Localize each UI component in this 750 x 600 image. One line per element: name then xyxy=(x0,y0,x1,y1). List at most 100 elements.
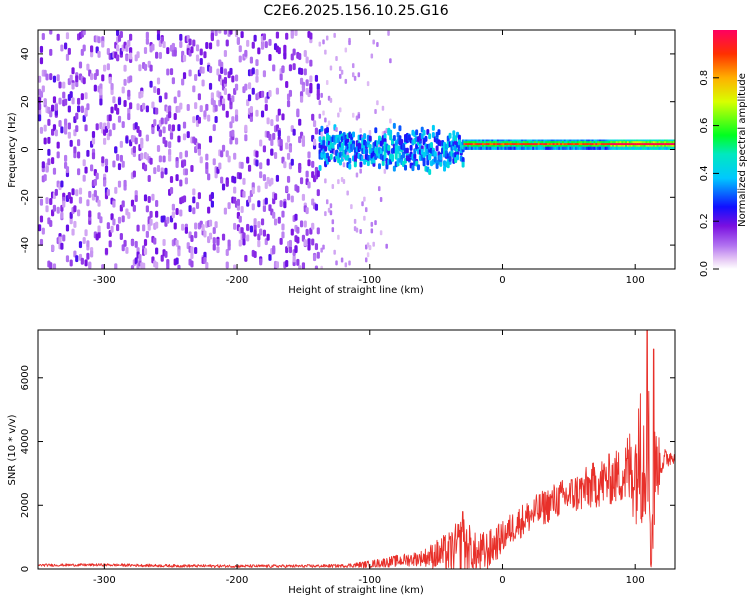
spectrogram-cell xyxy=(88,190,92,198)
spectrogram-cell xyxy=(78,196,83,204)
spectrogram-cell xyxy=(95,69,99,77)
spectrogram-cell xyxy=(71,188,75,196)
spectrogram-cell xyxy=(515,146,518,150)
spectrogram-cell xyxy=(138,253,142,261)
spectrogram-cell xyxy=(634,146,637,150)
spectrogram-cell xyxy=(285,246,289,254)
spectrogram-cell xyxy=(521,139,524,143)
spectrogram-cell xyxy=(498,141,501,145)
spectrogram-cell xyxy=(234,109,239,117)
spectrogram-cell xyxy=(82,174,86,182)
spectrogram-cell xyxy=(266,117,270,125)
spectrogram-cell xyxy=(309,75,313,83)
spectrogram-cell xyxy=(197,143,201,151)
spectrogram-cell xyxy=(636,141,639,145)
spectrogram-cell xyxy=(550,143,553,147)
spectrogram-cell xyxy=(561,143,565,147)
spectrogram-cell xyxy=(223,68,227,76)
spectrogram-cell xyxy=(283,161,287,169)
spectrogram-cell xyxy=(216,246,220,254)
spectrogram-cell xyxy=(474,146,477,150)
spectrogram-cell xyxy=(511,145,514,149)
spectrogram-cell xyxy=(561,139,565,143)
spectrogram-cell xyxy=(526,141,529,145)
spectrogram-cell xyxy=(364,207,368,213)
spectrogram-cell xyxy=(541,146,544,150)
spectrogram-cell xyxy=(571,143,574,147)
spectrogram-cell xyxy=(181,78,185,86)
spectrogram-cell xyxy=(612,146,615,150)
spectrogram-cell xyxy=(461,157,465,164)
spectrogram-cell xyxy=(106,188,110,196)
spectrogram-cell xyxy=(502,145,505,149)
spectrogram-cell xyxy=(331,227,335,233)
spectrogram-cell xyxy=(673,141,675,145)
spectrogram-cell xyxy=(548,143,552,147)
spectrogram-cell xyxy=(584,141,587,145)
spectrogram-cell xyxy=(80,106,84,114)
spectrogram-cell xyxy=(121,121,125,129)
spectrogram-cell xyxy=(286,100,291,108)
spectrogram-cell xyxy=(493,139,496,143)
spectrogram-cell xyxy=(491,139,494,143)
spectrogram-cell xyxy=(86,63,90,71)
spectrogram-cell xyxy=(472,143,475,147)
spectrogram-cell xyxy=(45,73,49,81)
spectrogram-cell xyxy=(234,83,239,91)
spectrogram-cell xyxy=(194,246,198,254)
spectrogram-cell xyxy=(359,161,363,168)
spectrogram-cell xyxy=(402,152,406,159)
spectrogram-cell xyxy=(309,59,313,67)
spectrogram-cell xyxy=(649,146,652,150)
colorbar-tick-label: 0.0 xyxy=(699,261,710,277)
spectrogram-cell xyxy=(234,114,239,122)
spectrogram-cell xyxy=(654,145,658,149)
spectrogram-cell xyxy=(108,240,112,248)
spectrogram-cell xyxy=(129,47,133,55)
spectrogram-cell xyxy=(54,103,58,111)
spectrogram-cell xyxy=(513,146,516,150)
spectrogram-cell xyxy=(125,136,129,144)
spectrogram-cell xyxy=(519,145,522,149)
spectrogram-cell xyxy=(149,218,153,226)
spectrogram-cell xyxy=(69,217,73,225)
spectrogram-cell xyxy=(560,141,563,145)
spectrogram-cell xyxy=(576,139,579,143)
spectrogram-cell xyxy=(662,146,665,150)
spectrogram-cell xyxy=(383,133,387,140)
spectrogram-cell xyxy=(504,143,507,147)
spectrogram-cell xyxy=(151,127,155,135)
spectrogram-cell xyxy=(608,146,611,150)
spectrogram-cell xyxy=(192,85,196,93)
spectrogram-cell xyxy=(469,146,472,150)
spectrogram-ytick-label: -20 xyxy=(20,189,31,205)
spectrogram-cell xyxy=(639,139,643,143)
spectrogram-cell xyxy=(288,246,293,254)
spectrogram-cell xyxy=(123,179,127,187)
spectrogram-cell xyxy=(623,141,626,145)
spectrogram-cell xyxy=(277,47,281,55)
spectrogram-cell xyxy=(238,215,242,223)
spectrogram-cell xyxy=(62,81,66,89)
spectrogram-cell xyxy=(116,44,120,52)
spectrogram-cell xyxy=(495,141,498,145)
spectrogram-cell xyxy=(623,146,626,150)
spectrogram-cell xyxy=(470,143,474,147)
spectrogram-cell xyxy=(286,193,291,201)
spectrogram-cell xyxy=(156,88,161,96)
spectrogram-cell xyxy=(227,239,231,247)
spectrogram-cell xyxy=(192,207,196,215)
spectrogram-cell xyxy=(530,143,533,147)
spectrogram-cell xyxy=(264,197,268,205)
spectrogram-cell xyxy=(610,143,613,147)
spectrogram-cell xyxy=(325,126,329,133)
spectrogram-cell xyxy=(379,230,383,236)
spectrogram-cell xyxy=(467,143,470,147)
spectrogram-cell xyxy=(270,148,274,156)
spectrogram-cell xyxy=(45,205,49,213)
spectrogram-cell xyxy=(574,143,578,147)
spectrogram-cell xyxy=(64,42,68,50)
spectrogram-cell xyxy=(318,100,322,106)
spectrogram-cell xyxy=(301,85,306,93)
spectrogram-cell xyxy=(151,101,155,109)
